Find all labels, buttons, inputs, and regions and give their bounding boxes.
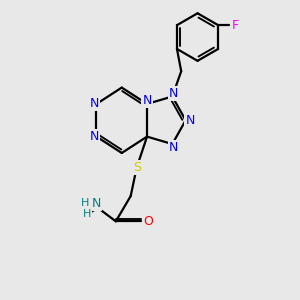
Text: N: N — [89, 98, 99, 110]
Text: N: N — [169, 87, 178, 100]
Text: H: H — [82, 209, 91, 219]
Text: O: O — [144, 215, 154, 228]
Text: N: N — [89, 130, 99, 143]
Text: N: N — [142, 94, 152, 107]
Text: N: N — [185, 114, 195, 127]
Text: N: N — [92, 197, 101, 210]
Text: F: F — [232, 19, 239, 32]
Text: N: N — [169, 140, 178, 154]
Text: H: H — [81, 198, 90, 208]
Text: S: S — [133, 161, 141, 174]
